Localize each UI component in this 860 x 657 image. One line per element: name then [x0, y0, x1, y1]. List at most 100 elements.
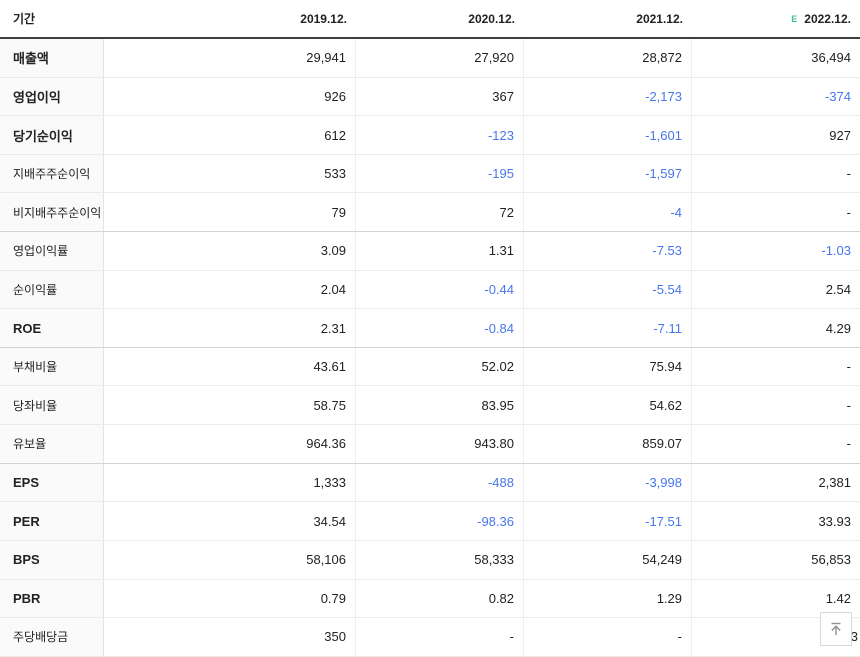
value-2019-12: 58.75 [104, 386, 356, 425]
column-header-2022-12-estimate: E 2022.12. [692, 0, 860, 37]
value-2021-12: -2,173 [524, 77, 692, 116]
value-2021-12: 1.29 [524, 579, 692, 618]
value-2022-12: 36,494 [811, 50, 851, 66]
value-2021-12: 28,872 [524, 39, 692, 77]
table-body: 매출액 29,941 27,920 28,872 36,494 영업이익 926… [0, 39, 860, 657]
value-2019-12: 43.61 [104, 347, 356, 386]
table-row: BPS 58,106 58,333 54,249 56,853 [0, 540, 860, 580]
value-2021-12: 75.94 [524, 347, 692, 386]
year-label: 2022.12. [804, 11, 851, 26]
table-header-row: 기간 2019.12. 2020.12. 2021.12. E 2022.12. [0, 0, 860, 39]
table-row: 비지배주주순이익 79 72 -4 - [0, 193, 860, 233]
table-row: 당기순이익 612 -123 -1,601 927 [0, 116, 860, 155]
value-2021-12: -1,601 [524, 116, 692, 154]
row-label: 영업이익 [0, 77, 104, 116]
row-label: 매출액 [0, 39, 104, 77]
row-label: PBR [0, 579, 104, 618]
scroll-to-top-button[interactable] [820, 612, 852, 646]
row-label: BPS [0, 540, 104, 579]
value-2021-12: 54,249 [524, 540, 692, 579]
arrow-up-to-top-icon [831, 622, 841, 635]
value-2019-12: 350 [104, 618, 356, 656]
value-2019-12: 34.54 [104, 502, 356, 540]
table-row: 순이익률 2.04 -0.44 -5.54 2.54 [0, 270, 860, 310]
column-header-2019-12: 2019.12. [104, 0, 356, 37]
row-label: 비지배주주순이익 [0, 193, 104, 232]
row-label: 순이익률 [0, 270, 104, 309]
value-2020-12: 27,920 [356, 39, 524, 77]
value-2020-12: -123 [356, 116, 524, 154]
value-2022-12: - [846, 397, 851, 413]
value-2020-12: 58,333 [356, 540, 524, 579]
period-header-label: 기간 [13, 12, 36, 26]
value-2022-12: 2.54 [825, 281, 851, 297]
value-2021-12: -3,998 [524, 463, 692, 502]
table-row: 영업이익률 3.09 1.31 -7.53 -1.03 [0, 232, 860, 271]
table-row: 지배주주순이익 533 -195 -1,597 - [0, 154, 860, 194]
table-row: 부채비율 43.61 52.02 75.94 - [0, 347, 860, 387]
value-2021-12: -17.51 [524, 502, 692, 540]
year-label: 2020.12. [468, 11, 515, 26]
column-header-2021-12: 2021.12. [524, 0, 692, 37]
table-row: PBR 0.79 0.82 1.29 1.42 [0, 579, 860, 619]
value-2019-12: 2.31 [104, 309, 356, 347]
value-2022-12: - [846, 436, 851, 452]
value-2019-12: 2.04 [104, 270, 356, 309]
row-label: PER [0, 502, 104, 540]
value-2022-12: 2,381 [818, 475, 851, 490]
row-label: 부채비율 [0, 347, 104, 386]
value-2022-12: - [846, 166, 851, 182]
value-2019-12: 612 [104, 116, 356, 154]
value-2021-12: -7.11 [524, 309, 692, 347]
value-2019-12: 29,941 [104, 39, 356, 77]
table-row: PER 34.54 -98.36 -17.51 33.93 [0, 502, 860, 541]
table-row: EPS 1,333 -488 -3,998 2,381 [0, 463, 860, 503]
row-label: 주당배당금 [0, 618, 104, 656]
value-2019-12: 79 [104, 193, 356, 232]
estimate-icon: E [791, 13, 798, 24]
row-label: 당좌비율 [0, 386, 104, 425]
row-label: EPS [0, 463, 104, 502]
row-label: ROE [0, 309, 104, 347]
value-2021-12: 859.07 [524, 425, 692, 463]
value-2020-12: 1.31 [356, 232, 524, 270]
value-2022-12: 1.42 [825, 590, 851, 606]
table-row: 매출액 29,941 27,920 28,872 36,494 [0, 39, 860, 78]
year-label: 2021.12. [636, 11, 683, 26]
table-row: 영업이익 926 367 -2,173 -374 [0, 77, 860, 117]
value-2020-12: -0.84 [356, 309, 524, 347]
value-2019-12: 1,333 [104, 463, 356, 502]
value-2020-12: -0.44 [356, 270, 524, 309]
value-2020-12: -195 [356, 154, 524, 193]
value-2020-12: 0.82 [356, 579, 524, 618]
value-2022-12: 4.29 [825, 320, 851, 336]
value-2021-12: - [524, 618, 692, 656]
value-2019-12: 964.36 [104, 425, 356, 463]
value-2019-12: 533 [104, 154, 356, 193]
value-2022-12: -374 [824, 88, 851, 104]
value-2020-12: 72 [356, 193, 524, 232]
table-row: 유보율 964.36 943.80 859.07 - [0, 425, 860, 464]
table-row: 당좌비율 58.75 83.95 54.62 - [0, 386, 860, 426]
value-2019-12: 58,106 [104, 540, 356, 579]
column-header-2020-12: 2020.12. [356, 0, 524, 37]
row-label: 영업이익률 [0, 232, 104, 270]
table-row: ROE 2.31 -0.84 -7.11 4.29 [0, 309, 860, 348]
value-2022-12: 3 [850, 629, 858, 645]
value-2020-12: 52.02 [356, 347, 524, 386]
value-2021-12: -4 [524, 193, 692, 232]
value-2019-12: 0.79 [104, 579, 356, 618]
value-2022-12: 56,853 [811, 552, 851, 568]
value-2021-12: -1,597 [524, 154, 692, 193]
value-2021-12: -5.54 [524, 270, 692, 309]
value-2020-12: -488 [356, 463, 524, 502]
value-2020-12: -98.36 [356, 502, 524, 540]
value-2022-12: -1.03 [821, 243, 851, 259]
year-label: 2019.12. [300, 11, 347, 26]
value-2020-12: 367 [356, 77, 524, 116]
value-2022-12: - [846, 204, 851, 220]
value-2022-12: - [846, 359, 851, 375]
value-2020-12: - [356, 618, 524, 656]
row-label: 유보율 [0, 425, 104, 463]
value-2021-12: -7.53 [524, 232, 692, 270]
